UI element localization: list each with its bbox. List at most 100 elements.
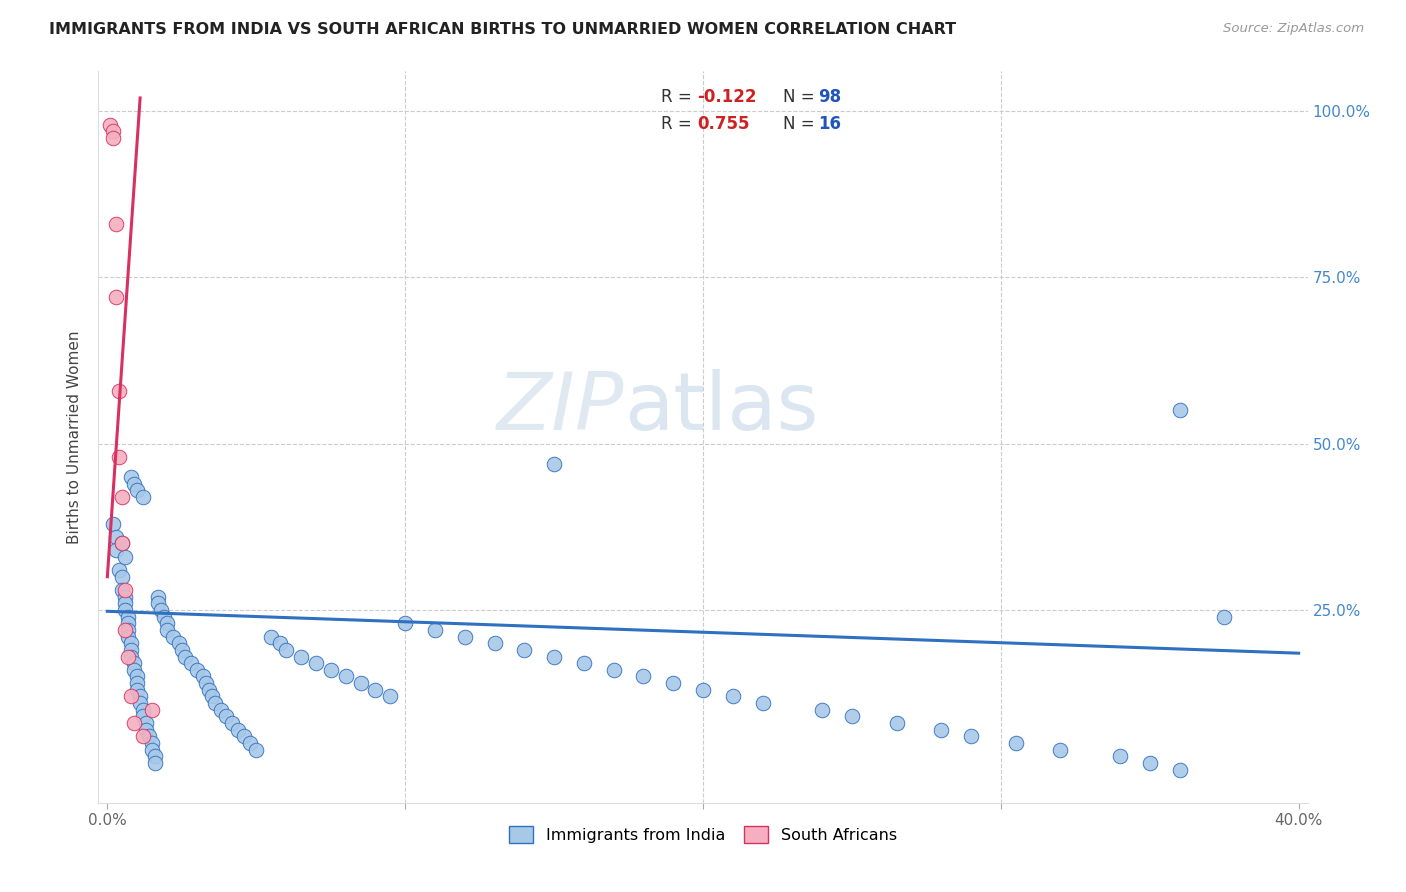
Point (221, 716, 243, 731)
Point (380, 690, 402, 704)
Point (197, 682, 219, 697)
Point (120, 649, 142, 664)
Point (1213, 609, 1236, 624)
Point (1139, 756, 1161, 770)
Point (117, 609, 139, 624)
Point (141, 742, 163, 756)
Point (692, 682, 714, 697)
Point (111, 536, 134, 550)
Point (146, 596, 169, 610)
Point (129, 696, 152, 710)
Point (103, 124, 125, 138)
Point (138, 729, 160, 743)
Point (132, 703, 155, 717)
Point (127, 669, 149, 683)
Point (114, 582, 136, 597)
Point (153, 609, 176, 624)
Point (364, 682, 387, 697)
Point (105, 290, 128, 304)
Point (132, 490, 155, 504)
Point (114, 596, 136, 610)
Point (105, 217, 128, 231)
Point (167, 636, 190, 650)
Point (543, 457, 565, 471)
Point (245, 742, 267, 756)
Point (114, 623, 136, 637)
Point (156, 623, 179, 637)
Point (141, 736, 163, 750)
Point (120, 636, 142, 650)
Point (319, 663, 342, 677)
Text: N =: N = (783, 115, 820, 133)
Point (886, 716, 908, 731)
Point (108, 384, 131, 398)
Point (122, 716, 145, 731)
Point (111, 536, 134, 550)
Point (233, 729, 256, 743)
Point (114, 590, 136, 604)
Y-axis label: Births to Unmarried Women: Births to Unmarried Women (67, 330, 83, 544)
Point (156, 616, 179, 631)
Point (143, 749, 166, 764)
Point (1109, 749, 1132, 764)
Point (633, 669, 655, 683)
Point (1168, 403, 1191, 417)
Point (111, 582, 134, 597)
Point (127, 682, 149, 697)
Point (127, 676, 149, 690)
Point (215, 709, 238, 723)
Point (721, 690, 744, 704)
Point (269, 636, 291, 650)
Point (132, 709, 155, 723)
Text: 98: 98 (818, 88, 841, 106)
Point (103, 131, 125, 145)
Point (662, 676, 685, 690)
Text: atlas: atlas (624, 368, 818, 447)
Point (274, 643, 297, 657)
Point (122, 656, 145, 670)
Point (108, 563, 131, 577)
Point (98, 118, 121, 132)
Point (114, 603, 136, 617)
Text: N =: N = (783, 88, 820, 106)
Point (1004, 736, 1026, 750)
Point (204, 696, 226, 710)
Point (173, 649, 195, 664)
Point (141, 703, 163, 717)
Point (127, 483, 149, 498)
Point (305, 656, 328, 670)
Point (170, 643, 193, 657)
Point (394, 616, 416, 631)
Point (484, 636, 506, 650)
Point (228, 723, 250, 737)
Point (117, 649, 139, 664)
Point (191, 669, 214, 683)
Legend: Immigrants from India, South Africans: Immigrants from India, South Africans (502, 820, 904, 850)
Point (146, 590, 169, 604)
Text: 0.755: 0.755 (697, 115, 749, 133)
Text: Source: ZipAtlas.com: Source: ZipAtlas.com (1223, 22, 1364, 36)
Point (423, 623, 446, 637)
Point (120, 690, 142, 704)
Point (132, 729, 155, 743)
Point (149, 603, 172, 617)
Point (135, 723, 157, 737)
Text: IMMIGRANTS FROM INDIA VS SOUTH AFRICAN BIRTHS TO UNMARRIED WOMEN CORRELATION CHA: IMMIGRANTS FROM INDIA VS SOUTH AFRICAN B… (49, 22, 956, 37)
Point (454, 630, 477, 644)
Text: 16: 16 (818, 115, 841, 133)
Point (105, 530, 128, 544)
Point (811, 703, 834, 717)
Point (117, 623, 139, 637)
Point (105, 543, 128, 558)
Point (543, 649, 565, 664)
Point (114, 549, 136, 564)
Point (239, 736, 262, 750)
Point (186, 663, 208, 677)
Point (180, 656, 202, 670)
Point (129, 690, 152, 704)
Point (209, 703, 232, 717)
Point (117, 630, 139, 644)
Point (162, 630, 184, 644)
Point (1049, 742, 1071, 756)
Point (513, 643, 536, 657)
